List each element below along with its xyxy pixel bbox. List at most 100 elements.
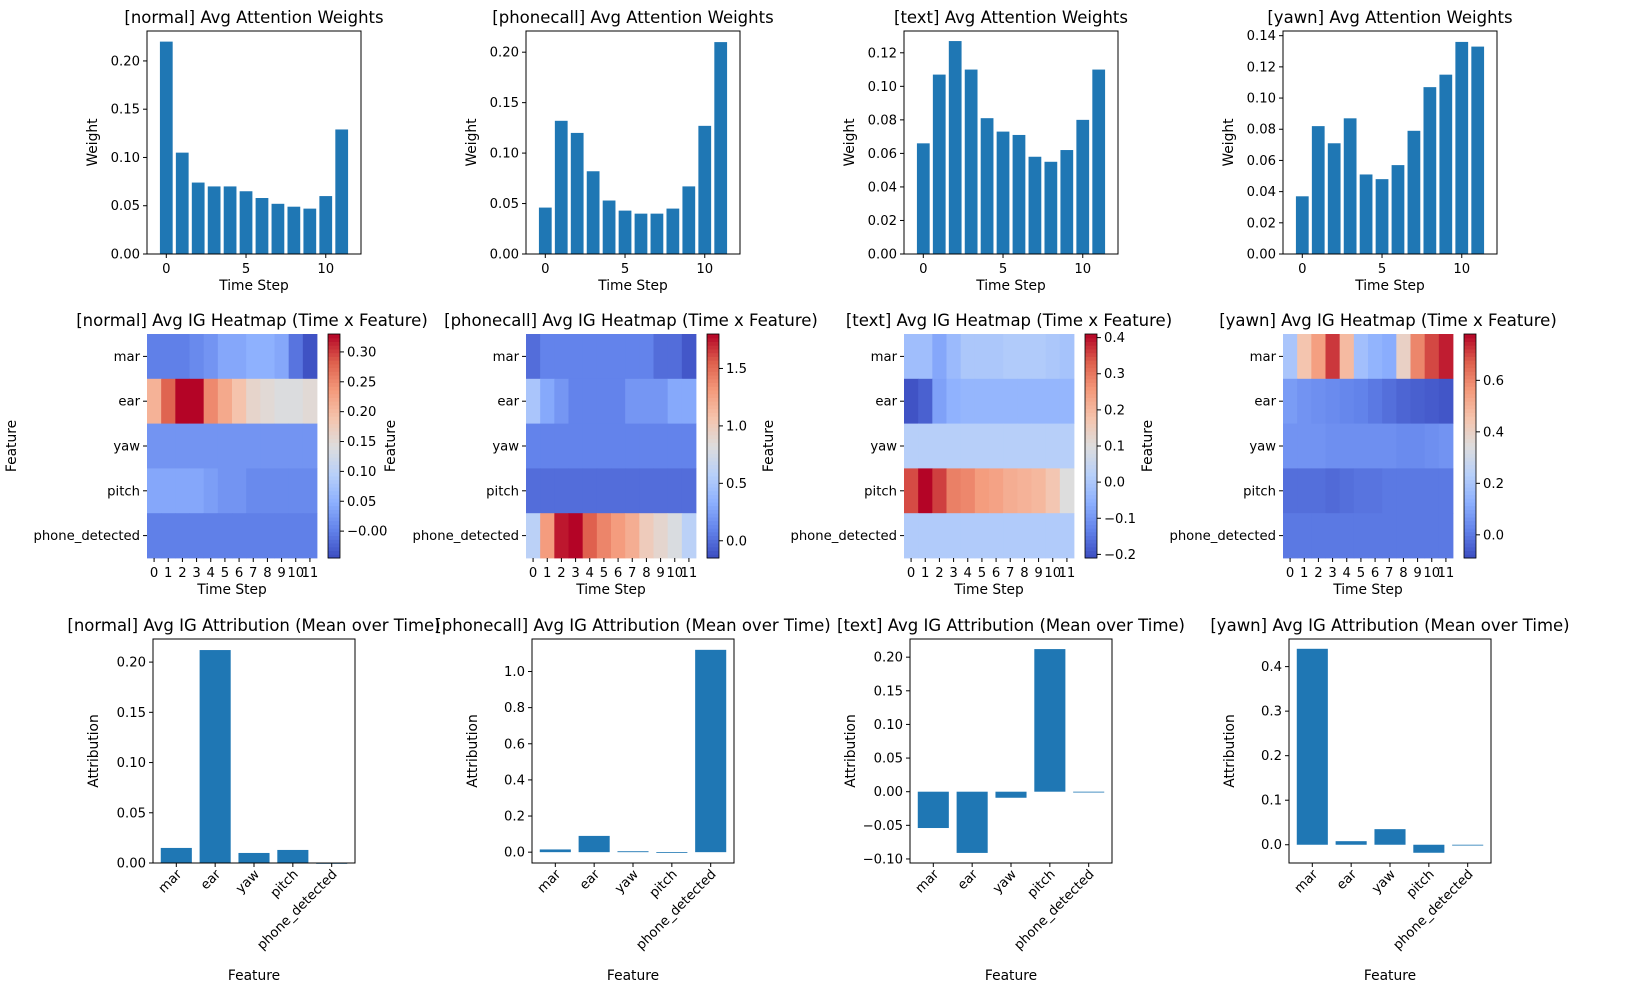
y-tick-label: ear — [118, 395, 140, 410]
x-tick-label: 11 — [302, 566, 319, 581]
colorbar-segment — [1464, 348, 1476, 354]
heatmap-cell — [681, 468, 697, 514]
colorbar-segment — [707, 464, 719, 469]
heatmap-cell — [1297, 513, 1312, 559]
x-tick-label: 7 — [628, 566, 636, 581]
heatmap-cell — [526, 513, 541, 559]
heatmap-cell — [1325, 468, 1341, 514]
heatmap-cell — [1424, 513, 1440, 559]
y-tick-label: 0.06 — [868, 147, 897, 162]
heatmap-cell — [681, 378, 697, 424]
colorbar-segment — [1085, 378, 1097, 384]
x-tick-label: 7 — [1385, 566, 1393, 581]
attention-bar — [682, 186, 696, 254]
colorbar-segment — [707, 401, 719, 406]
heatmap-cell — [1368, 468, 1383, 514]
attention-bar — [1391, 165, 1405, 254]
attention-bar — [538, 207, 552, 254]
x-tick-label: 1 — [1300, 566, 1308, 581]
colorbar-segment — [328, 520, 340, 525]
colorbar-segment — [707, 472, 719, 477]
x-tick-label: 5 — [242, 262, 250, 277]
colorbar-segment — [328, 363, 340, 369]
heatmap-cell — [582, 378, 598, 424]
attribution-bar — [1452, 844, 1484, 846]
colorbar-segment — [328, 386, 340, 391]
x-tick-label: 6 — [992, 566, 1000, 581]
x-tick-label: pitch — [1025, 867, 1059, 901]
heatmap-cell — [217, 468, 233, 514]
x-tick-label: 3 — [949, 566, 957, 581]
heatmap-cell — [611, 468, 626, 514]
heatmap-cell — [1031, 378, 1047, 424]
colorbar-segment — [707, 535, 719, 540]
axes-frame — [909, 638, 1113, 864]
heatmap-cell — [960, 334, 976, 380]
x-tick-label: 10 — [1044, 566, 1061, 581]
attention-bar — [618, 210, 632, 254]
heatmap-cell — [246, 423, 261, 469]
colorbar-segment — [707, 408, 719, 413]
heatmap-cell — [203, 423, 219, 469]
attention-bar — [1092, 69, 1106, 255]
heatmap-cell — [175, 378, 190, 424]
colorbar-segment — [328, 401, 340, 406]
y-tick-label: 0.02 — [1247, 216, 1276, 231]
colorbar-frame — [1463, 333, 1477, 559]
x-tick-label: 11 — [1059, 566, 1076, 581]
heatmap-cell — [147, 513, 162, 559]
heatmap-cell — [653, 334, 669, 380]
attention-bar — [175, 152, 189, 254]
attribution-bar — [1335, 841, 1367, 845]
colorbar-segment — [1085, 546, 1097, 552]
x-tick-label: 5 — [978, 566, 986, 581]
y-tick-label: 0.02 — [868, 214, 897, 229]
colorbar-segment — [707, 457, 719, 462]
y-tick-label: 0.15 — [490, 96, 519, 111]
colorbar-segment — [707, 528, 719, 533]
heatmap-cell — [189, 334, 205, 380]
colorbar-segment — [1464, 375, 1476, 380]
x-tick-label: yaw — [612, 867, 642, 897]
x-tick-label: 8 — [642, 566, 650, 581]
heatmap-cell — [946, 468, 962, 514]
colorbar-segment — [707, 419, 719, 425]
heatmap-cell — [918, 334, 933, 380]
colorbar-segment — [1464, 487, 1476, 492]
x-tick-label: 1 — [921, 566, 929, 581]
heatmap-cell — [189, 423, 205, 469]
colorbar-segment — [1085, 554, 1097, 559]
attention-bar — [650, 213, 664, 254]
y-axis-label: Weight — [1221, 118, 1237, 167]
y-tick-label: 1.0 — [504, 665, 525, 680]
heatmap-cell — [1283, 334, 1298, 380]
colorbar-segment — [328, 498, 340, 503]
x-axis-label: Time Step — [1332, 582, 1403, 598]
x-tick-label: yaw — [990, 867, 1020, 897]
attention-bar — [1012, 134, 1026, 254]
heatmap-cell — [568, 513, 584, 559]
heatmap-cell — [611, 378, 626, 424]
colorbar-segment — [328, 360, 340, 365]
x-tick-label: mar — [156, 867, 186, 897]
x-tick-label: 2 — [557, 566, 565, 581]
y-tick-label: 0.3 — [1261, 705, 1282, 720]
x-tick-label: 6 — [1371, 566, 1379, 581]
heatmap-cell — [653, 468, 669, 514]
heatmap-cell — [189, 378, 205, 424]
colorbar-tick-label: −0.00 — [347, 525, 387, 540]
y-tick-label: 0.08 — [1247, 123, 1276, 138]
x-axis-label: Time Step — [218, 278, 289, 294]
x-tick-label: 1 — [164, 566, 172, 581]
colorbar-segment — [1464, 397, 1476, 402]
colorbar-segment — [1085, 360, 1097, 365]
colorbar-segment — [1085, 446, 1097, 451]
heatmap-cell — [203, 468, 219, 514]
x-tick-label: 8 — [1020, 566, 1028, 581]
heatmap-cell — [288, 423, 304, 469]
heatmap-cell — [147, 423, 162, 469]
colorbar-segment — [1085, 386, 1097, 391]
heatmap-cell — [288, 468, 304, 514]
colorbar-segment — [1464, 401, 1476, 406]
colorbar-tick-label: 0.05 — [347, 495, 376, 510]
